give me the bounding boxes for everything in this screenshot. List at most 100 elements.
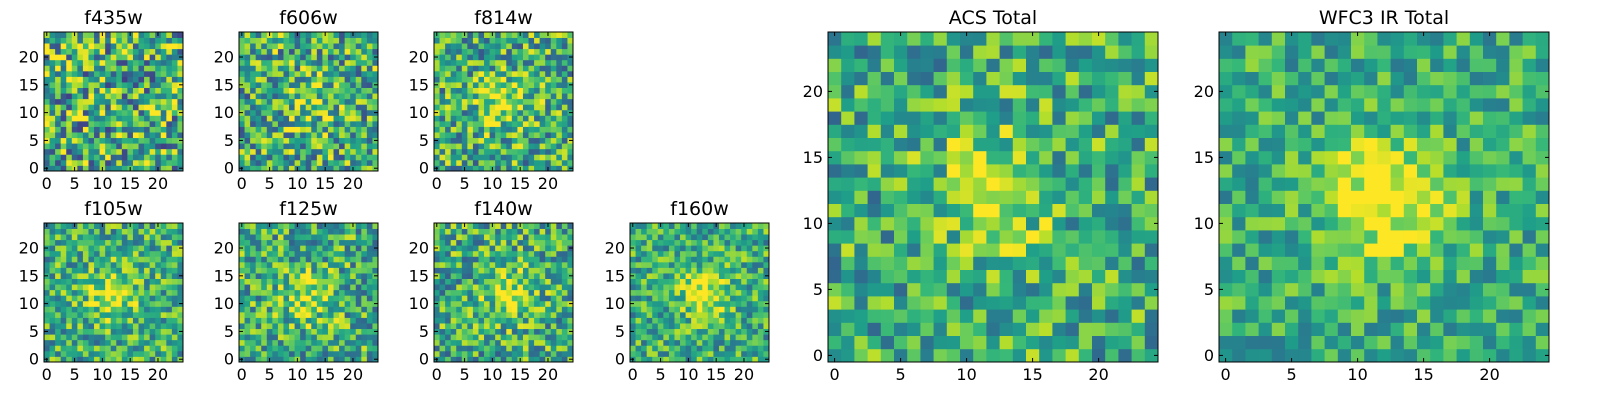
heatmap-cell bbox=[77, 323, 84, 330]
heatmap-cell bbox=[339, 165, 346, 172]
heatmap-cell bbox=[702, 245, 709, 252]
heatmap-cell bbox=[828, 164, 842, 178]
heatmap-cell bbox=[105, 306, 112, 313]
heatmap-cell bbox=[495, 98, 502, 105]
heatmap-cell bbox=[177, 159, 184, 166]
heatmap-cell bbox=[266, 93, 273, 100]
heatmap-cell bbox=[333, 245, 340, 252]
heatmap-cell bbox=[144, 284, 151, 291]
heatmap-cell bbox=[60, 295, 67, 302]
y-tick-label: 15 bbox=[409, 75, 429, 94]
heatmap-cell bbox=[489, 311, 496, 318]
heatmap-cell bbox=[1092, 190, 1106, 204]
heatmap-cell bbox=[138, 345, 145, 352]
heatmap-cell bbox=[110, 295, 117, 302]
heatmap-cell bbox=[250, 59, 257, 66]
heatmap-cell bbox=[567, 159, 574, 166]
heatmap-cell bbox=[316, 43, 323, 50]
heatmap-cell bbox=[316, 82, 323, 88]
heatmap-cell bbox=[177, 239, 184, 246]
heatmap-cell bbox=[261, 311, 268, 318]
heatmap-cell bbox=[105, 345, 112, 352]
heatmap-cell bbox=[450, 228, 457, 235]
heatmap-cell bbox=[657, 300, 664, 307]
heatmap-cell bbox=[517, 267, 524, 274]
heatmap-cell bbox=[752, 289, 759, 296]
heatmap-cell bbox=[71, 65, 78, 72]
heatmap-cell bbox=[685, 306, 692, 313]
heatmap-cell bbox=[300, 120, 307, 127]
heatmap-cell bbox=[339, 43, 346, 50]
heatmap-cell bbox=[49, 137, 56, 144]
heatmap-cell bbox=[1118, 190, 1132, 204]
heatmap-cell bbox=[657, 317, 664, 324]
heatmap-cell bbox=[854, 282, 868, 297]
heatmap-cell bbox=[472, 250, 479, 257]
heatmap-cell bbox=[456, 311, 463, 318]
heatmap-cell bbox=[556, 59, 563, 66]
heatmap-cell bbox=[94, 278, 100, 285]
heatmap-cell bbox=[534, 311, 541, 318]
heatmap-cell bbox=[305, 350, 312, 357]
heatmap-cell bbox=[960, 216, 974, 231]
heatmap-cell bbox=[668, 267, 675, 274]
heatmap-cell bbox=[730, 234, 737, 241]
heatmap-cell bbox=[657, 284, 664, 291]
heatmap-cell bbox=[121, 82, 128, 88]
heatmap-cell bbox=[1012, 190, 1027, 204]
heatmap-cell bbox=[333, 239, 340, 246]
heatmap-cell bbox=[652, 328, 659, 335]
heatmap-cell bbox=[277, 43, 284, 50]
heatmap-cell bbox=[166, 267, 173, 274]
heatmap-cell bbox=[550, 356, 557, 363]
heatmap-cell bbox=[752, 284, 759, 291]
heatmap-cell bbox=[283, 59, 290, 66]
heatmap-cell bbox=[556, 104, 563, 111]
heatmap-cell bbox=[366, 273, 373, 279]
heatmap-cell bbox=[250, 356, 257, 363]
heatmap-cell bbox=[1039, 190, 1053, 204]
heatmap-cell bbox=[500, 234, 507, 241]
y-tick-label: 10 bbox=[409, 294, 429, 313]
heatmap-cell bbox=[344, 256, 351, 263]
heatmap-cell bbox=[333, 159, 340, 166]
heatmap-cell bbox=[266, 87, 273, 94]
heatmap-cell bbox=[707, 334, 714, 341]
heatmap-cell bbox=[1118, 348, 1132, 363]
heatmap-cell bbox=[316, 350, 323, 357]
heatmap-cell bbox=[434, 323, 440, 330]
heatmap-cell bbox=[344, 59, 351, 66]
heatmap-cell bbox=[160, 289, 167, 296]
heatmap-cell bbox=[110, 245, 117, 252]
heatmap-cell bbox=[674, 267, 681, 274]
heatmap-cell bbox=[71, 300, 78, 307]
heatmap-cell bbox=[144, 87, 151, 94]
heatmap-cell bbox=[450, 289, 457, 296]
heatmap-cell bbox=[746, 250, 753, 257]
heatmap-cell bbox=[71, 323, 78, 330]
heatmap-cell bbox=[439, 311, 446, 318]
heatmap-cell bbox=[166, 306, 173, 313]
heatmap-cell bbox=[652, 295, 659, 302]
heatmap-cell bbox=[445, 43, 452, 50]
heatmap-cell bbox=[300, 339, 307, 346]
heatmap-cell bbox=[289, 250, 295, 257]
heatmap-cell bbox=[350, 82, 357, 88]
heatmap-cell bbox=[160, 345, 167, 352]
heatmap-cell bbox=[77, 104, 84, 111]
heatmap-cell bbox=[1131, 177, 1146, 191]
heatmap-cell bbox=[44, 317, 50, 324]
heatmap-cell bbox=[311, 256, 318, 263]
heatmap-cell bbox=[316, 143, 323, 150]
heatmap-cell bbox=[545, 278, 552, 285]
heatmap-cell bbox=[94, 356, 100, 363]
heatmap-cell bbox=[522, 289, 529, 296]
heatmap-cell bbox=[333, 98, 340, 105]
heatmap-cell bbox=[517, 143, 524, 150]
heatmap-cell bbox=[478, 126, 485, 133]
heatmap-cell bbox=[339, 148, 346, 155]
heatmap-cell bbox=[500, 93, 507, 100]
heatmap-cell bbox=[472, 284, 479, 291]
heatmap-cell bbox=[746, 228, 753, 235]
heatmap-cell bbox=[495, 109, 502, 116]
